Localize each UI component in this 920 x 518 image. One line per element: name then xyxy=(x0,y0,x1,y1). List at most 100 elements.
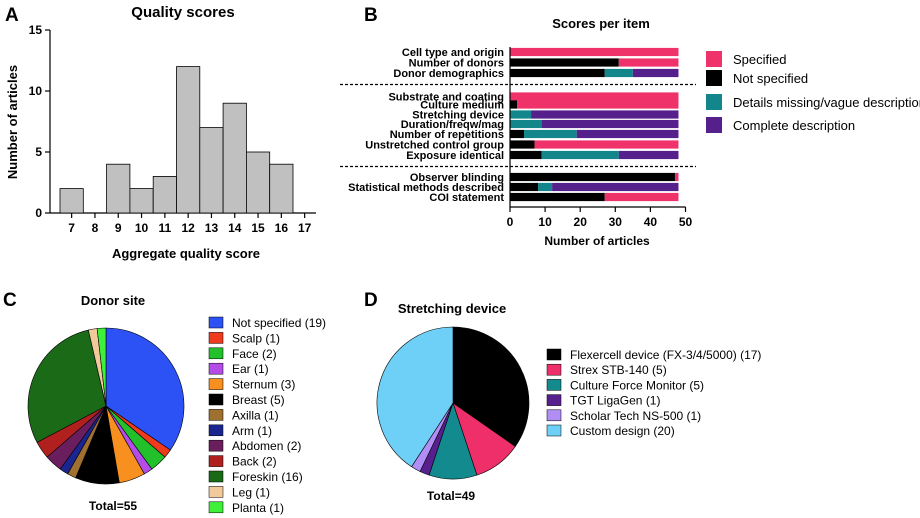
chart-c-legend-label: Breast (5) xyxy=(232,393,285,407)
chart-a-y-tick-label: 5 xyxy=(35,145,42,159)
chart-c-legend-swatch xyxy=(208,424,224,437)
chart-b-bar-segment xyxy=(510,92,679,101)
chart-d-legend-swatch xyxy=(546,394,562,406)
chart-c-legend-label: Not specified (19) xyxy=(232,316,326,330)
chart-c-slice xyxy=(27,329,107,443)
chart-b-bar-segment xyxy=(517,100,679,109)
chart-a-x-tick-label: 13 xyxy=(205,221,219,235)
chart-b-bar-segment xyxy=(618,150,679,160)
chart-c-legend-swatch xyxy=(208,316,224,329)
chart-b-bar-segment xyxy=(510,68,605,78)
chart-b-x-tick-label: 10 xyxy=(538,215,552,229)
chart-b-x-tick-label: 50 xyxy=(679,215,693,229)
chart-b-bar-segment xyxy=(576,129,679,139)
chart-a-title: Quality scores xyxy=(131,4,234,21)
chart-c-legend-swatch xyxy=(208,486,224,498)
chart-b-legend-swatch xyxy=(706,51,722,67)
chart-c-legend-swatch xyxy=(208,393,224,406)
chart-c-title: Donor site xyxy=(81,293,145,308)
chart-b-bar-segment xyxy=(538,182,553,192)
chart-b-bar-segment xyxy=(510,182,539,192)
chart-c-legend-swatch xyxy=(208,501,224,514)
chart-d-legend-label: Flexercell device (FX-3/4/5000) (17) xyxy=(570,348,761,362)
chart-b-bar-segment xyxy=(674,172,679,182)
chart-b-x-tick-label: 0 xyxy=(507,215,514,229)
chart-b-legend-label: Complete description xyxy=(733,118,855,133)
chart-d-legend-swatch xyxy=(546,424,562,437)
chart-b-category-label: Culture medium xyxy=(420,100,504,112)
chart-a-x-tick-label: 12 xyxy=(181,221,195,235)
chart-a-x-tick-label: 17 xyxy=(298,221,312,235)
chart-b-bar-segment xyxy=(510,58,619,67)
panel-letter-b: B xyxy=(364,5,378,26)
chart-b-x-tick-label: 20 xyxy=(574,215,588,229)
chart-a-y-tick-label: 15 xyxy=(29,23,43,37)
chart-b-category-label: Cell type and origin xyxy=(402,47,504,59)
chart-b-bar-segment xyxy=(552,182,679,192)
chart-b-bar-segment xyxy=(510,150,542,160)
chart-b-category-label: Observer blinding xyxy=(410,172,504,184)
chart-a-x-tick-label: 10 xyxy=(135,221,149,235)
chart-a-x-tick-label: 14 xyxy=(228,221,242,235)
chart-c-legend-label: Leg (1) xyxy=(232,485,270,499)
chart-b-category-label: Duration/freqw/mag xyxy=(401,119,504,131)
chart-b-bar-segment xyxy=(632,68,679,78)
chart-a-x-label: Aggregate quality score xyxy=(112,246,260,261)
chart-b-bar-segment xyxy=(510,172,675,182)
chart-a-bar xyxy=(199,127,224,214)
chart-b-legend-swatch xyxy=(706,117,722,133)
chart-b-legend-swatch xyxy=(706,94,722,110)
chart-b-bar-segment xyxy=(604,192,679,202)
chart-c-legend-label: Sternum (3) xyxy=(232,378,295,392)
chart-b-category-label: Number of repetitions xyxy=(390,129,504,141)
chart-b-title: Scores per item xyxy=(552,16,650,31)
chart-a-bar xyxy=(269,163,294,214)
chart-c-slice xyxy=(105,327,185,451)
chart-d-legend-label: Custom design (20) xyxy=(570,424,675,438)
chart-c-legend-swatch xyxy=(208,409,224,421)
chart-a-bar xyxy=(176,66,201,214)
chart-a-bar xyxy=(152,175,177,214)
chart-b-category-label: Number of donors xyxy=(409,58,504,70)
chart-d-title: Stretching device xyxy=(398,301,506,316)
chart-c-legend-label: Ear (1) xyxy=(232,362,269,376)
chart-c-total: Total=55 xyxy=(89,499,137,513)
chart-b-category-label: Substrate and coating xyxy=(388,92,504,104)
chart-b-category-label: Exposure identical xyxy=(406,150,504,162)
chart-c-legend-label: Arm (1) xyxy=(232,424,272,438)
chart-b-bar-segment xyxy=(510,47,679,57)
chart-b-bar-segment xyxy=(510,100,518,109)
chart-b-x-label: Number of articles xyxy=(544,234,650,248)
chart-c-legend-swatch xyxy=(208,455,224,467)
chart-d-slice xyxy=(376,326,454,468)
chart-d-legend-swatch xyxy=(546,379,562,391)
chart-c-legend-label: Foreskin (16) xyxy=(232,470,303,484)
chart-c-legend-label: Axilla (1) xyxy=(232,408,279,422)
chart-d-legend-label: TGT LigaGen (1) xyxy=(570,394,660,408)
panel-letter-a: A xyxy=(5,5,19,26)
chart-a-bar xyxy=(59,188,84,214)
chart-c-legend-label: Planta (1) xyxy=(232,501,284,515)
chart-a-x-tick-label: 8 xyxy=(92,221,99,235)
chart-b-bar-segment xyxy=(510,119,542,129)
chart-c-legend-swatch xyxy=(208,378,224,390)
chart-c-legend-swatch xyxy=(208,439,224,452)
chart-d-slice xyxy=(452,326,530,447)
chart-b-bar-segment xyxy=(510,129,525,139)
chart-c-legend-label: Back (2) xyxy=(232,455,277,469)
chart-b-bar-segment xyxy=(531,110,679,119)
chart-d-legend-swatch xyxy=(546,409,562,422)
chart-a-bar xyxy=(129,188,154,214)
panel-d-pie: Stretching device Flexercell device (FX-3… xyxy=(376,301,761,503)
chart-b-legend-label: Details missing/vague description xyxy=(733,95,920,110)
chart-a-bar xyxy=(245,151,271,214)
chart-c-legend-label: Abdomen (2) xyxy=(232,439,301,453)
chart-b-category-label: Donor demographics xyxy=(393,68,504,80)
chart-d-legend-label: Culture Force Monitor (5) xyxy=(570,378,704,392)
chart-a-x-tick-label: 11 xyxy=(159,221,172,235)
chart-d-legend-swatch xyxy=(546,348,562,361)
panel-letter-c: C xyxy=(3,290,17,311)
chart-b-legend-label: Not specified xyxy=(733,71,808,86)
